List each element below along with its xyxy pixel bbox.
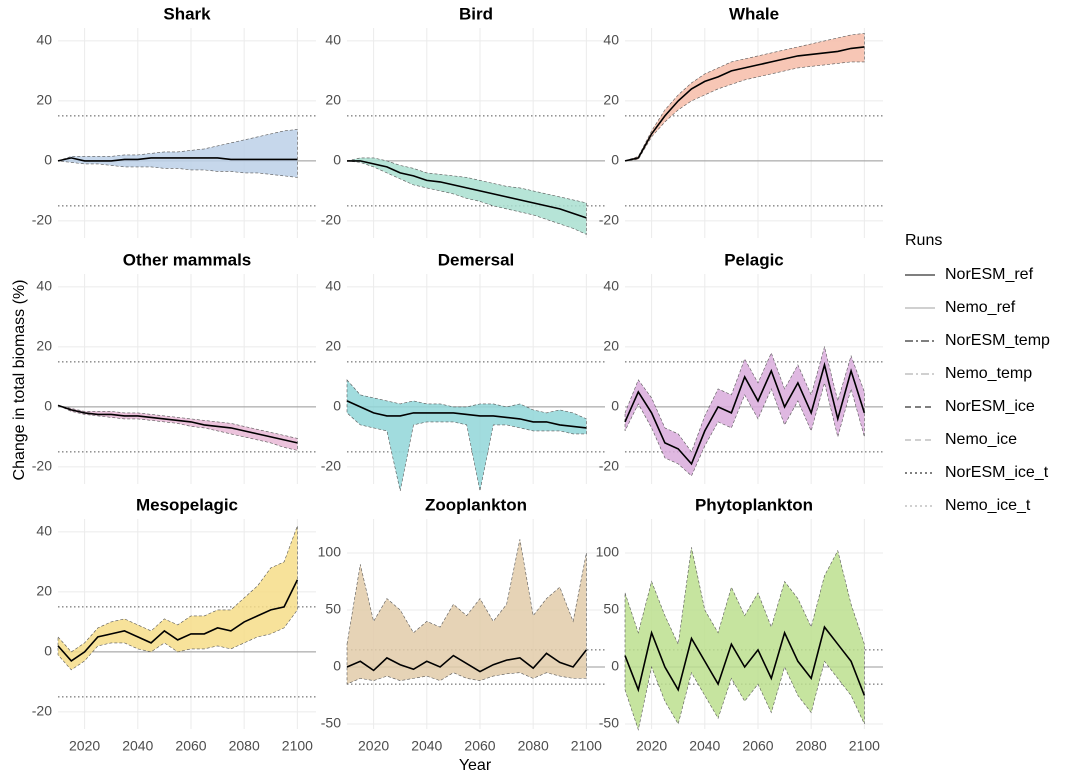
y-tick-label: 40: [603, 32, 619, 48]
y-tick-label: -20: [32, 703, 52, 719]
x-tick-label: 2020: [636, 738, 667, 754]
y-tick-label: 0: [44, 152, 52, 168]
y-tick-label: -50: [321, 715, 341, 731]
panel-title: Phytoplankton: [695, 495, 813, 514]
range-band: [346, 379, 587, 491]
y-tick-label: 0: [611, 658, 619, 674]
panel-title: Zooplankton: [425, 495, 527, 514]
x-tick-label: 2080: [796, 738, 827, 754]
y-tick-label: 20: [36, 92, 52, 108]
y-tick-label: 0: [333, 398, 341, 414]
range-band: [624, 345, 865, 477]
y-tick-label: 20: [325, 338, 341, 354]
y-tick-label: -20: [599, 458, 619, 474]
y-tick-label: -20: [599, 212, 619, 228]
y-tick-label: 40: [325, 278, 341, 294]
legend-label: Nemo_ref: [945, 299, 1016, 316]
y-tick-label: 0: [333, 152, 341, 168]
y-axis-label: Change in total biomass (%): [11, 280, 28, 481]
y-tick-label: 50: [603, 601, 619, 617]
legend-label: NorESM_ice: [945, 398, 1035, 415]
x-tick-label: 2100: [849, 738, 880, 754]
legend-label: Nemo_ice: [945, 431, 1017, 448]
legend-label: Nemo_temp: [945, 365, 1032, 382]
y-tick-label: -20: [321, 212, 341, 228]
range-band: [57, 129, 298, 178]
x-tick-label: 2040: [411, 738, 442, 754]
legend-label: Nemo_ice_t: [945, 497, 1031, 514]
x-tick-label: 2100: [571, 738, 602, 754]
y-tick-label: 0: [44, 643, 52, 659]
y-tick-label: -50: [599, 715, 619, 731]
panel-title: Mesopelagic: [136, 495, 238, 514]
y-tick-label: 100: [596, 544, 620, 560]
y-tick-label: 50: [325, 601, 341, 617]
mean-line: [347, 160, 587, 219]
panel-title: Pelagic: [724, 250, 784, 269]
panel-title: Other mammals: [123, 250, 252, 269]
x-tick-label: 2080: [518, 738, 549, 754]
legend-label: NorESM_ice_t: [945, 464, 1049, 481]
x-tick-label: 2080: [229, 738, 260, 754]
y-tick-label: 100: [318, 544, 342, 560]
panel-title: Shark: [163, 4, 211, 23]
y-tick-label: 40: [36, 32, 52, 48]
mean-line: [624, 46, 865, 162]
range-band: [346, 539, 587, 685]
range-band: [57, 405, 298, 451]
y-tick-label: 0: [44, 398, 52, 414]
panel-title: Bird: [459, 4, 493, 23]
panel-title: Demersal: [438, 250, 515, 269]
y-tick-label: 40: [603, 278, 619, 294]
range-band: [624, 547, 865, 731]
x-tick-label: 2040: [689, 738, 720, 754]
x-tick-label: 2060: [464, 738, 495, 754]
y-tick-label: 0: [611, 398, 619, 414]
y-tick-label: 20: [325, 92, 341, 108]
mean-line: [57, 157, 298, 162]
x-tick-label: 2060: [742, 738, 773, 754]
y-tick-label: 20: [603, 92, 619, 108]
x-tick-label: 2040: [122, 738, 153, 754]
range-band: [57, 525, 298, 671]
panel-title: Whale: [729, 4, 779, 23]
mean-line: [624, 361, 866, 466]
y-tick-label: 40: [36, 278, 52, 294]
y-tick-label: 40: [36, 523, 52, 539]
y-tick-label: -20: [32, 458, 52, 474]
y-tick-label: 40: [325, 32, 341, 48]
x-axis-label: Year: [459, 757, 492, 774]
y-tick-label: -20: [32, 212, 52, 228]
y-tick-label: 20: [36, 583, 52, 599]
x-tick-label: 2060: [175, 738, 206, 754]
y-tick-label: 0: [611, 152, 619, 168]
mean-line: [57, 579, 299, 662]
legend-label: NorESM_temp: [945, 332, 1050, 349]
legend-title: Runs: [905, 232, 942, 249]
mean-line: [57, 404, 298, 444]
mean-line: [624, 625, 866, 696]
y-tick-label: 20: [603, 338, 619, 354]
mean-line: [346, 649, 588, 673]
x-tick-label: 2020: [69, 738, 100, 754]
y-tick-label: -20: [321, 458, 341, 474]
y-tick-label: 20: [36, 338, 52, 354]
legend-label: NorESM_ref: [945, 266, 1034, 283]
x-tick-label: 2100: [282, 738, 313, 754]
x-tick-label: 2020: [358, 738, 389, 754]
y-tick-label: 0: [333, 658, 341, 674]
mean-line: [346, 400, 587, 429]
range-band: [346, 157, 587, 235]
